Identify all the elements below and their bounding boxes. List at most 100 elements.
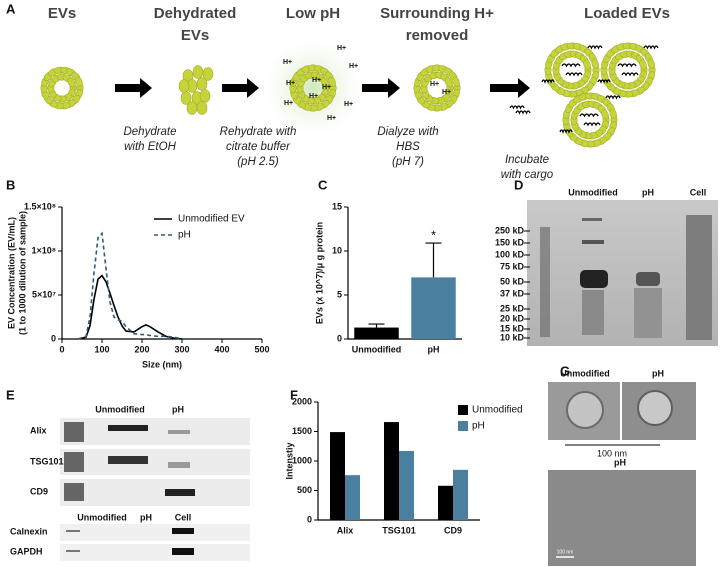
y-tick-label: 500 bbox=[297, 485, 312, 495]
ion-label: H+ bbox=[442, 89, 451, 96]
cargo bbox=[583, 122, 601, 127]
marker-label: 150 kD bbox=[495, 237, 525, 247]
y-tick-label: 1×10⁸ bbox=[31, 245, 56, 255]
cargo bbox=[559, 129, 573, 134]
vesicle bbox=[552, 50, 592, 90]
lipid bbox=[601, 109, 609, 120]
cargo bbox=[565, 72, 583, 77]
y-tick-label: 1500 bbox=[292, 426, 312, 436]
x-tick-label: pH bbox=[428, 344, 440, 354]
vesicle bbox=[47, 73, 77, 103]
lipid bbox=[320, 77, 329, 88]
step-title: EVs bbox=[48, 5, 76, 22]
bar bbox=[345, 475, 360, 520]
cargo bbox=[605, 95, 621, 100]
vesicle bbox=[600, 42, 656, 98]
marker-label: 250 kD bbox=[495, 225, 525, 235]
step-action: Dehydrate bbox=[123, 126, 176, 138]
marker-label: 37 kD bbox=[500, 288, 525, 298]
marker-label: 75 kD bbox=[500, 261, 525, 271]
lane-label: Unmodified bbox=[77, 512, 127, 522]
ion-label: H+ bbox=[430, 81, 439, 88]
lipid bbox=[199, 89, 211, 103]
image-label: pH bbox=[652, 368, 664, 378]
lane-label: Cell bbox=[175, 512, 192, 522]
lipid bbox=[452, 76, 460, 87]
series-line bbox=[77, 231, 183, 340]
ion-label: H+ bbox=[349, 63, 358, 70]
row-label: TSG101 bbox=[30, 456, 64, 466]
step-action: with EtOH bbox=[124, 141, 176, 153]
step-title: EVs bbox=[181, 27, 209, 44]
y-axis-label: Intenstiy bbox=[284, 442, 294, 479]
lipid bbox=[178, 79, 190, 93]
y-tick-label: 2000 bbox=[292, 396, 312, 406]
lipid bbox=[202, 67, 214, 81]
lipid bbox=[328, 76, 336, 87]
ion-label: H+ bbox=[327, 115, 336, 122]
y-tick-label: 15 bbox=[332, 201, 342, 211]
panel-letter: C bbox=[318, 177, 328, 192]
row-label: Alix bbox=[30, 425, 47, 435]
error-bar bbox=[368, 323, 385, 328]
y-tick-label: 10 bbox=[332, 245, 342, 255]
legend-label: pH bbox=[178, 230, 191, 241]
lane-label: pH bbox=[140, 512, 152, 522]
x-tick-label: TSG101 bbox=[382, 525, 416, 535]
panel-letter: B bbox=[6, 177, 15, 192]
row-label: GAPDH bbox=[10, 546, 43, 556]
y-tick-label: 0 bbox=[307, 514, 312, 524]
y-tick-label: 1000 bbox=[292, 455, 312, 465]
step-action: (pH 7) bbox=[392, 156, 424, 168]
y-tick-label: 5×10⁷ bbox=[32, 289, 56, 299]
y-tick-label: 0 bbox=[337, 333, 342, 343]
panel-letter: G bbox=[560, 363, 570, 378]
legend-label: Unmodified bbox=[472, 405, 523, 416]
lane-label: Cell bbox=[690, 187, 707, 197]
bar bbox=[438, 485, 453, 520]
ion-label: H+ bbox=[283, 59, 292, 66]
marker-label: 10 kD bbox=[500, 332, 525, 342]
marker-label: 50 kD bbox=[500, 276, 525, 286]
x-tick-label: 100 bbox=[94, 344, 109, 354]
cargo bbox=[515, 110, 531, 115]
x-tick-label: 500 bbox=[254, 344, 269, 354]
step-action: (pH 2.5) bbox=[237, 156, 279, 168]
ion-label: H+ bbox=[322, 84, 331, 91]
vesicle bbox=[289, 64, 337, 112]
lipid bbox=[609, 108, 617, 119]
dehydrated-vesicle bbox=[178, 65, 214, 115]
y-tick-label: 5 bbox=[337, 289, 342, 299]
vesicle bbox=[40, 66, 84, 110]
step-title: Surrounding H+ bbox=[380, 5, 494, 22]
lane-label: pH bbox=[642, 187, 654, 197]
legend-swatch bbox=[458, 405, 468, 415]
series-line bbox=[77, 274, 183, 340]
x-tick-label: 0 bbox=[59, 344, 64, 354]
bar bbox=[411, 277, 456, 339]
panel-letter: D bbox=[514, 177, 523, 192]
bar bbox=[453, 469, 468, 520]
lipid bbox=[196, 101, 208, 115]
scale-label: 100 nm bbox=[557, 549, 574, 555]
lipid bbox=[583, 59, 591, 70]
x-tick-label: Alix bbox=[337, 525, 354, 535]
bar bbox=[354, 327, 399, 339]
y-axis-label: (1 to 1000 dilution of sample) bbox=[17, 211, 27, 335]
y-tick-label: 1.5×10⁸ bbox=[24, 201, 56, 211]
lipid bbox=[67, 77, 76, 88]
step-title: Dehydrated bbox=[154, 5, 237, 22]
step-action: Dialyze with bbox=[377, 126, 438, 138]
bar bbox=[384, 422, 399, 520]
cargo bbox=[643, 45, 659, 50]
error-bar bbox=[425, 242, 442, 278]
cargo bbox=[579, 113, 599, 118]
step-title: removed bbox=[406, 27, 469, 44]
annotation: * bbox=[431, 228, 436, 243]
cargo bbox=[597, 79, 611, 84]
scale-label: 100 nm bbox=[597, 448, 627, 458]
panel-letter: E bbox=[6, 387, 15, 402]
lane-label: Unmodified bbox=[95, 404, 145, 414]
vesicle bbox=[608, 50, 648, 90]
